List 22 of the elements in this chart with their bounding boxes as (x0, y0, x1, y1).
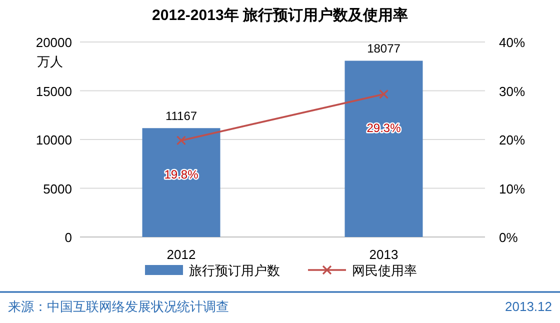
data-label: 29.3% (366, 121, 402, 136)
y-tick-label: 20000 (36, 35, 72, 50)
y-axis-title: 万人 (37, 54, 63, 69)
data-label: 19.8% (164, 167, 199, 182)
y-tick-label: 0 (64, 230, 72, 245)
source-note: 来源：中国互联网络发展状况统计调查 (8, 299, 229, 314)
y-tick-label: 5000 (43, 181, 72, 196)
data-label: 18077 (367, 42, 401, 56)
x-tick-label: 2013 (369, 247, 398, 262)
y-tick-label: 10000 (36, 132, 72, 148)
y-tick-label: 15000 (36, 84, 72, 99)
y2-tick-label: 30% (499, 84, 526, 99)
legend-label: 网民使用率 (352, 263, 417, 278)
y2-tick-label: 0% (499, 230, 518, 245)
y2-tick-label: 10% (499, 181, 526, 196)
text: 2013.12 (505, 299, 552, 314)
y2-tick-label: 20% (499, 132, 526, 148)
legend-label: 旅行预订用户数 (189, 263, 280, 278)
y2-tick-label: 40% (499, 35, 526, 50)
x-tick-label: 2012 (166, 247, 196, 262)
chart-title: 2012-2013年 旅行预订用户数及使用率 (152, 6, 408, 24)
data-label: 11167 (165, 109, 198, 124)
